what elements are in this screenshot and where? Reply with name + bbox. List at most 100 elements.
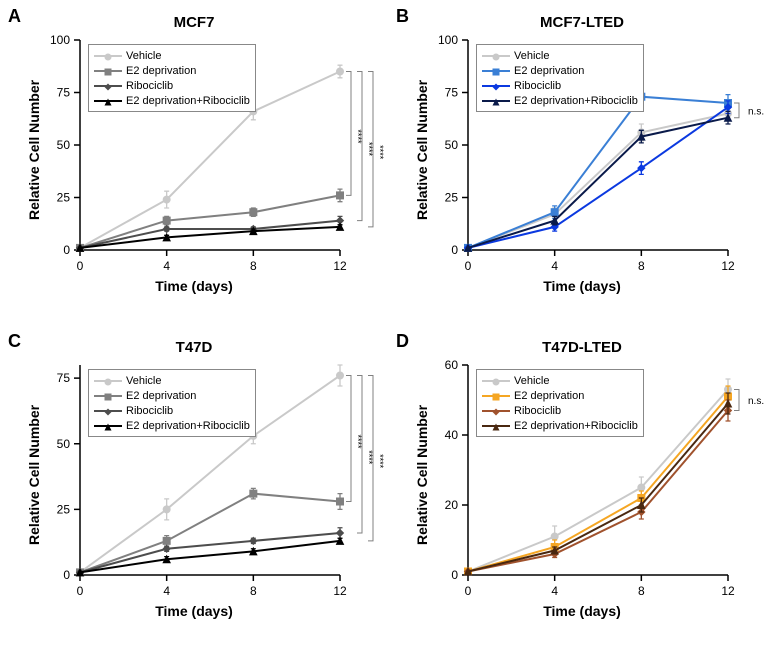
svg-text:12: 12 (333, 584, 347, 598)
svg-text:12: 12 (721, 584, 735, 598)
legend-item: Ribociclib (482, 403, 638, 418)
x-axis-label: Time (days) (388, 278, 776, 294)
svg-text:50: 50 (445, 138, 459, 152)
svg-text:25: 25 (57, 502, 71, 516)
legend-marker-icon (492, 422, 500, 430)
legend-label: E2 deprivation (514, 390, 584, 402)
svg-text:75: 75 (57, 371, 71, 385)
legend-marker-icon (492, 67, 500, 75)
svg-text:0: 0 (465, 584, 472, 598)
legend-label: Vehicle (514, 375, 549, 387)
legend-swatch (482, 85, 510, 87)
svg-text:4: 4 (551, 584, 558, 598)
legend: Vehicle E2 deprivation RibociclibE2 depri… (476, 369, 644, 437)
svg-text:0: 0 (63, 243, 70, 257)
legend-item: E2 deprivation+Ribociclib (482, 93, 638, 108)
panel-B: BMCF7-LTED048120255075100n.s.Relative Ce… (388, 0, 776, 325)
svg-text:40: 40 (445, 428, 459, 442)
legend-item: Vehicle (94, 48, 250, 63)
legend-marker-icon (104, 422, 112, 430)
legend-label: Ribociclib (514, 405, 561, 417)
legend-label: Ribociclib (126, 405, 173, 417)
svg-text:12: 12 (721, 259, 735, 273)
legend-marker-icon (104, 377, 112, 385)
svg-text:8: 8 (250, 584, 257, 598)
legend-marker-icon (492, 407, 500, 415)
legend-item: E2 deprivation+Ribociclib (482, 418, 638, 433)
svg-text:n.s.: n.s. (748, 396, 764, 407)
legend-item: E2 deprivation (482, 63, 638, 78)
legend-marker-icon (492, 97, 500, 105)
legend-label: E2 deprivation (126, 390, 196, 402)
x-axis-label: Time (days) (0, 278, 388, 294)
legend-swatch (94, 395, 122, 397)
legend-marker-icon (104, 407, 112, 415)
svg-text:0: 0 (77, 584, 84, 598)
svg-text:75: 75 (445, 86, 459, 100)
legend-label: E2 deprivation+Ribociclib (514, 95, 638, 107)
svg-text:8: 8 (250, 259, 257, 273)
legend-item: E2 deprivation (94, 63, 250, 78)
legend-marker-icon (104, 97, 112, 105)
svg-text:75: 75 (57, 86, 71, 100)
legend-swatch (94, 410, 122, 412)
legend-swatch (482, 100, 510, 102)
legend-item: E2 deprivation (94, 388, 250, 403)
svg-text:****: **** (375, 145, 385, 160)
panel-C: CT47D048120255075************Relative Ce… (0, 325, 388, 650)
x-axis-label: Time (days) (0, 603, 388, 619)
legend-swatch (482, 425, 510, 427)
y-axis-label: Relative Cell Number (26, 80, 42, 220)
legend-label: E2 deprivation (126, 65, 196, 77)
legend-marker-icon (492, 377, 500, 385)
svg-text:100: 100 (438, 33, 458, 47)
svg-text:50: 50 (57, 138, 71, 152)
svg-text:12: 12 (333, 259, 347, 273)
svg-text:60: 60 (445, 358, 459, 372)
legend-item: Ribociclib (482, 78, 638, 93)
svg-text:50: 50 (57, 437, 71, 451)
legend-swatch (482, 380, 510, 382)
legend-swatch (94, 70, 122, 72)
legend-label: E2 deprivation (514, 65, 584, 77)
svg-text:0: 0 (451, 243, 458, 257)
legend: Vehicle E2 deprivation Ribociclib E2 depri… (476, 44, 644, 112)
legend-swatch (482, 70, 510, 72)
legend-label: Ribociclib (126, 80, 173, 92)
y-axis-label: Relative Cell Number (26, 405, 42, 545)
svg-text:0: 0 (63, 568, 70, 582)
svg-text:25: 25 (57, 191, 71, 205)
legend-swatch (482, 410, 510, 412)
svg-text:8: 8 (638, 259, 645, 273)
y-axis-label: Relative Cell Number (414, 405, 430, 545)
svg-text:4: 4 (163, 584, 170, 598)
legend-label: Vehicle (126, 375, 161, 387)
legend-swatch (94, 100, 122, 102)
svg-text:4: 4 (163, 259, 170, 273)
legend-item: Ribociclib (94, 78, 250, 93)
svg-text:20: 20 (445, 498, 459, 512)
legend-swatch (482, 55, 510, 57)
legend: Vehicle E2 deprivation RibociclibE2 depriv… (88, 44, 256, 112)
legend-item: E2 deprivation+Ribociclib (94, 418, 250, 433)
legend-marker-icon (492, 392, 500, 400)
panel-A: AMCF7048120255075100************Relative… (0, 0, 388, 325)
legend-marker-icon (492, 52, 500, 60)
legend: Vehicle E2 deprivation RibociclibE2 depri… (88, 369, 256, 437)
legend-marker-icon (104, 67, 112, 75)
legend-item: Vehicle (482, 373, 638, 388)
legend-swatch (94, 85, 122, 87)
legend-marker-icon (104, 52, 112, 60)
legend-swatch (94, 380, 122, 382)
legend-item: E2 deprivation+Ribociclib (94, 93, 250, 108)
x-axis-label: Time (days) (388, 603, 776, 619)
svg-text:0: 0 (77, 259, 84, 273)
svg-text:0: 0 (451, 568, 458, 582)
legend-label: Vehicle (514, 50, 549, 62)
legend-swatch (94, 425, 122, 427)
svg-text:25: 25 (445, 191, 459, 205)
legend-marker-icon (104, 392, 112, 400)
svg-text:****: **** (375, 454, 385, 469)
legend-swatch (94, 55, 122, 57)
legend-marker-icon (492, 82, 500, 90)
